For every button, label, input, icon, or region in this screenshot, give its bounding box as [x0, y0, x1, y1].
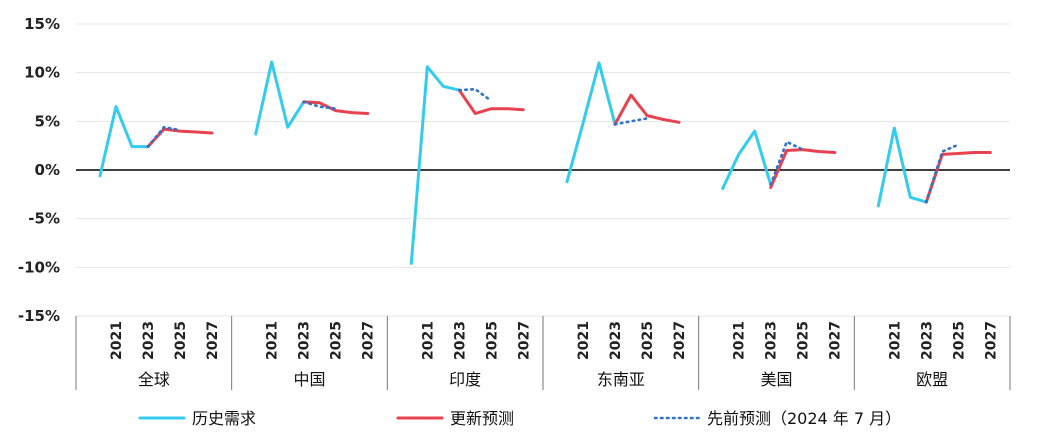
region-label: 中国: [293, 370, 325, 389]
x-tick-label: 2021: [887, 321, 903, 360]
x-tick-label: 2023: [919, 321, 935, 360]
x-tick-label: 2025: [951, 321, 967, 360]
x-tick-label: 2023: [297, 321, 313, 360]
series-previous-line: [146, 125, 182, 148]
series-previous-line: [457, 87, 493, 103]
y-axis: -15% -10% -5% 0% 5% 10% 15%: [18, 15, 60, 325]
x-tick-label: 2021: [420, 321, 436, 360]
legend-label-previous: 先前预测（2024 年 7 月）: [707, 409, 901, 428]
x-tick-label: 2023: [764, 321, 780, 360]
region-label: 全球: [138, 370, 170, 389]
x-tick-label: 2023: [452, 321, 468, 360]
legend: 历史需求 更新预测 先前预测（2024 年 7 月）: [138, 409, 901, 428]
series-updated-line: [457, 88, 525, 115]
x-tick-label: 2027: [516, 321, 532, 360]
x-tick-label: 2027: [983, 321, 999, 360]
y-tick-label: -5%: [28, 210, 60, 228]
series-updated-line: [769, 148, 837, 189]
gridlines: [76, 23, 1010, 317]
x-axis: 2021 2023 2025 2027 全球 2021 2023 2025 2027 中国 2021…: [75, 316, 1011, 390]
plot-area: [98, 60, 992, 265]
y-tick-label: -10%: [18, 258, 60, 276]
legend-label-updated: 更新预测: [450, 409, 514, 428]
series-history-line: [254, 60, 306, 136]
x-tick-label: 2023: [141, 321, 157, 360]
x-tick-label: 2025: [640, 321, 656, 360]
series-history-line: [98, 105, 150, 178]
y-tick-label: 15%: [24, 15, 60, 33]
x-tick-label: 2023: [608, 321, 624, 360]
x-tick-label: 2021: [576, 321, 592, 360]
x-tick-label: 2027: [205, 321, 221, 360]
series-previous-line: [924, 143, 960, 204]
series-updated-line: [146, 127, 214, 149]
x-tick-label: 2025: [329, 321, 345, 360]
y-tick-label: 5%: [35, 112, 60, 130]
x-tick-label: 2021: [732, 321, 748, 360]
series-updated-line: [302, 100, 370, 115]
series-history-line: [721, 129, 773, 190]
region-label: 欧盟: [916, 370, 948, 389]
series-updated-line: [613, 93, 681, 126]
series-updated-line: [924, 151, 992, 204]
series-history-line: [409, 65, 461, 265]
legend-label-history: 历史需求: [192, 409, 256, 428]
x-tick-label: 2025: [173, 321, 189, 360]
y-tick-label: -15%: [18, 307, 60, 325]
region-label: 东南亚: [597, 370, 645, 389]
x-tick-label: 2021: [109, 321, 125, 360]
series-previous-line: [613, 117, 649, 126]
x-tick-label: 2027: [828, 321, 844, 360]
series-history-line: [565, 61, 617, 184]
region-label: 印度: [449, 370, 481, 389]
series-history-line: [876, 126, 928, 208]
x-tick-label: 2027: [672, 321, 688, 360]
y-tick-label: 10%: [24, 64, 60, 82]
y-tick-label: 0%: [35, 161, 60, 179]
x-tick-label: 2021: [265, 321, 281, 360]
region-label: 美国: [760, 370, 792, 389]
x-tick-label: 2025: [484, 321, 500, 360]
x-tick-label: 2027: [361, 321, 377, 360]
series-previous-line: [302, 100, 338, 110]
x-tick-label: 2025: [796, 321, 812, 360]
